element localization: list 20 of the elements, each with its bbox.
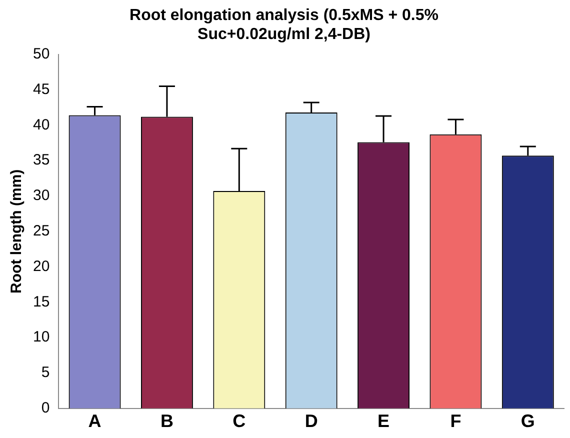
x-tick-label: A (88, 411, 102, 432)
y-tick-label: 50 (32, 46, 50, 63)
y-tick-label: 30 (32, 187, 50, 204)
chart-title: Root elongation analysis (0.5xMS + 0.5% Suc+0.02ug/ml 2,4-DB) (130, 7, 438, 44)
x-tick-label: G (520, 411, 535, 432)
x-tick-label: F (450, 411, 462, 432)
y-tick-label: 45 (32, 80, 50, 98)
y-tick-label: 20 (32, 258, 50, 275)
x-tick-label: C (232, 411, 246, 432)
x-tick-label: D (304, 411, 318, 432)
y-tick-label: 10 (32, 328, 50, 346)
y-tick-label: 40 (32, 116, 50, 134)
y-axis-title: Root length (mm) (8, 169, 26, 294)
y-tick-label: 5 (41, 364, 50, 382)
x-tick-label: B (160, 411, 174, 432)
y-tick-label: 0 (41, 400, 50, 417)
y-tick-label: 25 (32, 222, 50, 240)
y-tick-label: 35 (32, 152, 50, 169)
y-tick-label: 15 (32, 293, 50, 310)
x-tick-label: E (378, 411, 390, 432)
